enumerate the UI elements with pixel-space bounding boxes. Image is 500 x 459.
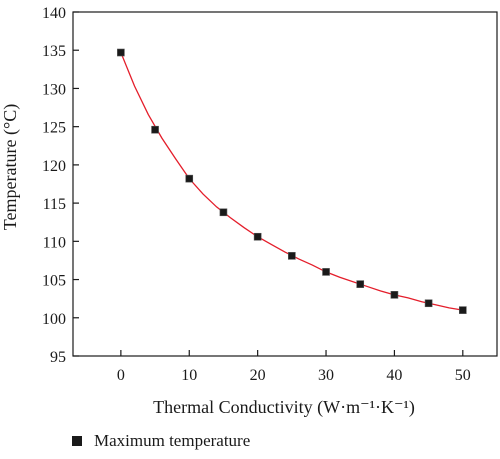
y-axis: 95 100 105 110 115 120 125 130 135 140	[42, 5, 79, 366]
y-tick-label: 135	[42, 43, 66, 60]
data-points	[117, 48, 467, 314]
y-axis-label: Temperature (°C)	[0, 104, 21, 230]
x-tick-label: 10	[181, 367, 197, 384]
y-tick-label: 115	[43, 196, 66, 213]
x-axis-label: Thermal Conductivity (W·m⁻¹·K⁻¹)	[153, 397, 415, 418]
data-point	[424, 299, 433, 308]
y-tick-label: 130	[42, 81, 66, 98]
data-point	[322, 268, 330, 276]
legend-marker	[72, 436, 82, 446]
plot-frame	[72, 11, 498, 357]
legend-label: Maximum temperature	[94, 431, 250, 450]
data-point	[390, 291, 399, 299]
y-tick-label: 110	[43, 234, 66, 251]
x-axis: 0 10 20 30 40 50	[117, 350, 471, 384]
y-tick-label: 105	[42, 273, 66, 290]
data-point	[288, 252, 296, 260]
data-point	[253, 232, 262, 241]
data-point	[185, 174, 194, 183]
data-point	[459, 306, 467, 314]
y-tick-label: 95	[50, 349, 66, 366]
y-tick-label: 125	[42, 120, 66, 137]
legend: Maximum temperature	[72, 431, 250, 450]
data-point	[151, 125, 159, 134]
y-tick-label: 140	[42, 5, 66, 22]
x-tick-label: 20	[250, 367, 266, 384]
y-tick-label: 120	[42, 158, 66, 175]
x-tick-label: 40	[386, 367, 402, 384]
x-tick-label: 30	[318, 367, 334, 384]
plot-border	[72, 11, 498, 357]
data-point	[219, 208, 228, 217]
fit-curve	[120, 52, 463, 311]
data-point	[117, 48, 125, 57]
y-tick-label: 100	[42, 311, 66, 328]
data-point	[356, 280, 365, 288]
x-tick-label: 50	[455, 367, 471, 384]
x-tick-label: 0	[117, 367, 125, 384]
